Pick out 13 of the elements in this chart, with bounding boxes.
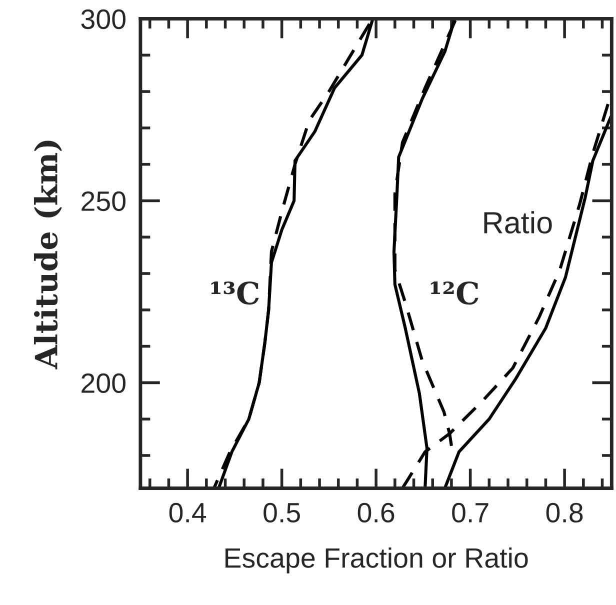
annotation: Ratio bbox=[484, 211, 552, 234]
y-tick-label: 200 bbox=[82, 373, 126, 394]
x-tick-label: 0.4 bbox=[169, 502, 206, 523]
y-tick-label: 250 bbox=[82, 191, 126, 212]
y-axis-title: Altitude (km) bbox=[34, 140, 62, 370]
x-tick-label: 0.6 bbox=[358, 502, 394, 523]
x-axis-title: Escape Fraction or Ratio bbox=[226, 547, 528, 574]
x-tick-label: 0.8 bbox=[546, 502, 583, 523]
annotation: ¹³C bbox=[211, 282, 259, 305]
x-tick-label: 0.5 bbox=[264, 502, 300, 523]
annotation: ¹²C bbox=[430, 282, 478, 305]
y-tick-label: 300 bbox=[81, 9, 126, 30]
x-tick-label: 0.7 bbox=[452, 502, 488, 523]
